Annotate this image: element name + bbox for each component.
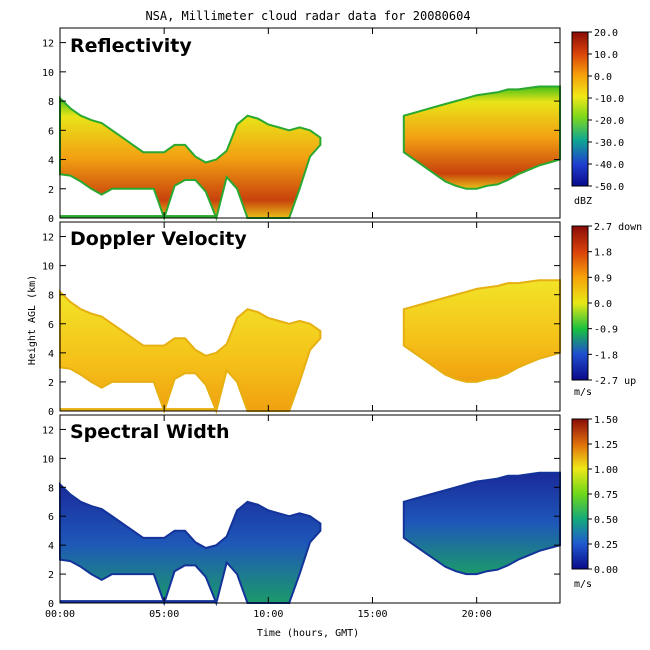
colorbar-tick-label: -20.0 — [594, 116, 624, 127]
reflectivity-frame — [59, 27, 561, 219]
reflectivity-y-tick-label: 12 — [42, 39, 54, 50]
reflectivity-y-tick-label: 4 — [48, 156, 54, 167]
spectral-width-colorbar — [571, 418, 589, 570]
spectral-width-panel: 0 2 4 6 8 10 12 00:00 05:00 10:00 15:00 20:00 — [42, 414, 561, 620]
doppler-velocity-panel: 0 2 4 6 8 10 12 — [42, 221, 561, 418]
spectral-y-tick-label: 0 — [48, 599, 54, 610]
reflectivity-colorbar — [571, 31, 589, 187]
spectral-width-title: Spectral Width — [70, 421, 230, 443]
x-axis-label: Time (hours, GMT) — [257, 628, 359, 639]
colorbar-tick-label: 0.9 — [594, 273, 612, 284]
colorbar-tick-label: 0.0 — [594, 72, 612, 83]
spectral-y-tick-label: 10 — [42, 454, 54, 465]
colorbar-tick-label: 0.75 — [594, 490, 618, 501]
spectral-width-colorbar-ticks: 1.50 1.25 1.00 0.75 0.50 0.25 0.00 — [588, 415, 618, 576]
doppler-y-tick-label: 2 — [48, 378, 54, 389]
spectral-y-tick-label: 4 — [48, 541, 54, 552]
doppler-colorbar-unit: m/s — [574, 387, 592, 398]
x-tick-label: 15:00 — [357, 609, 387, 620]
spectral-frame — [59, 414, 561, 604]
colorbar-tick-label: -1.8 — [594, 350, 618, 361]
reflectivity-panel: 0 2 4 6 8 10 12 — [42, 27, 561, 225]
colorbar-tick-label: 20.0 — [594, 28, 618, 39]
reflectivity-cloud-region — [59, 95, 322, 222]
doppler-y-tick-label: 6 — [48, 320, 54, 331]
doppler-frame — [59, 221, 561, 412]
x-tick-label: 10:00 — [253, 609, 283, 620]
colorbar-tick-label: 0.50 — [594, 515, 618, 526]
doppler-y-tick-label: 12 — [42, 233, 54, 244]
colorbar-tick-label: -50.0 — [594, 182, 624, 193]
colorbar-tick-label: 1.50 — [594, 415, 618, 426]
reflectivity-colorbar-ticks: 20.0 10.0 0.0 -10.0 -20.0 -30.0 -40.0 -50.0 — [588, 28, 624, 193]
colorbar-tick-label: 0.25 — [594, 540, 618, 551]
spectral-width-colorbar-unit: m/s — [574, 579, 592, 590]
spectral-y-tick-label: 12 — [42, 425, 54, 436]
reflectivity-y-tick-label: 6 — [48, 126, 54, 137]
doppler-cloud-region — [59, 289, 322, 415]
colorbar-tick-label: 0.00 — [594, 565, 618, 576]
colorbar-tick-label: 1.25 — [594, 440, 618, 451]
doppler-velocity-title: Doppler Velocity — [70, 228, 247, 250]
spectral-y-tick-label: 6 — [48, 512, 54, 523]
reflectivity-y-tick-label: 0 — [48, 214, 54, 225]
reflectivity-y-tick-label: 8 — [48, 97, 54, 108]
doppler-surface-layer — [60, 408, 217, 411]
spectral-cloud-region — [59, 482, 322, 607]
colorbar-tick-label: -2.7 up — [594, 376, 636, 387]
x-tick-label: 00:00 — [45, 609, 75, 620]
doppler-y-tick-label: 10 — [42, 262, 54, 273]
colorbar-tick-label: 1.00 — [594, 465, 618, 476]
x-tick-label: 05:00 — [149, 609, 179, 620]
colorbar-tick-label: -10.0 — [594, 94, 624, 105]
reflectivity-colorbar-unit: dBZ — [574, 196, 592, 207]
colorbar-tick-label: -0.9 — [594, 325, 618, 336]
reflectivity-y-tick-label: 10 — [42, 68, 54, 79]
doppler-y-tick-label: 0 — [48, 407, 54, 418]
doppler-y-tick-label: 8 — [48, 291, 54, 302]
colorbar-tick-label: 2.7 down — [594, 222, 642, 233]
colorbar-tick-label: 1.8 — [594, 248, 612, 259]
colorbar-tick-label: 0.0 — [594, 299, 612, 310]
reflectivity-title: Reflectivity — [70, 35, 192, 57]
figure-title: NSA, Millimeter cloud radar data for 200… — [145, 9, 470, 23]
colorbar-tick-label: -30.0 — [594, 138, 624, 149]
colorbar-tick-label: -40.0 — [594, 160, 624, 171]
reflectivity-surface-layer — [60, 215, 217, 218]
reflectivity-y-tick-label: 2 — [48, 185, 54, 196]
y-axis-label: Height AGL (km) — [27, 275, 38, 365]
doppler-colorbar — [571, 225, 589, 381]
doppler-y-tick-label: 4 — [48, 349, 54, 360]
doppler-colorbar-ticks: 2.7 down 1.8 0.9 0.0 -0.9 -1.8 -2.7 up — [588, 222, 642, 387]
spectral-y-tick-label: 2 — [48, 570, 54, 581]
spectral-y-tick-label: 8 — [48, 483, 54, 494]
colorbar-tick-label: 10.0 — [594, 50, 618, 61]
x-tick-label: 20:00 — [462, 609, 492, 620]
spectral-surface-layer — [60, 600, 217, 603]
